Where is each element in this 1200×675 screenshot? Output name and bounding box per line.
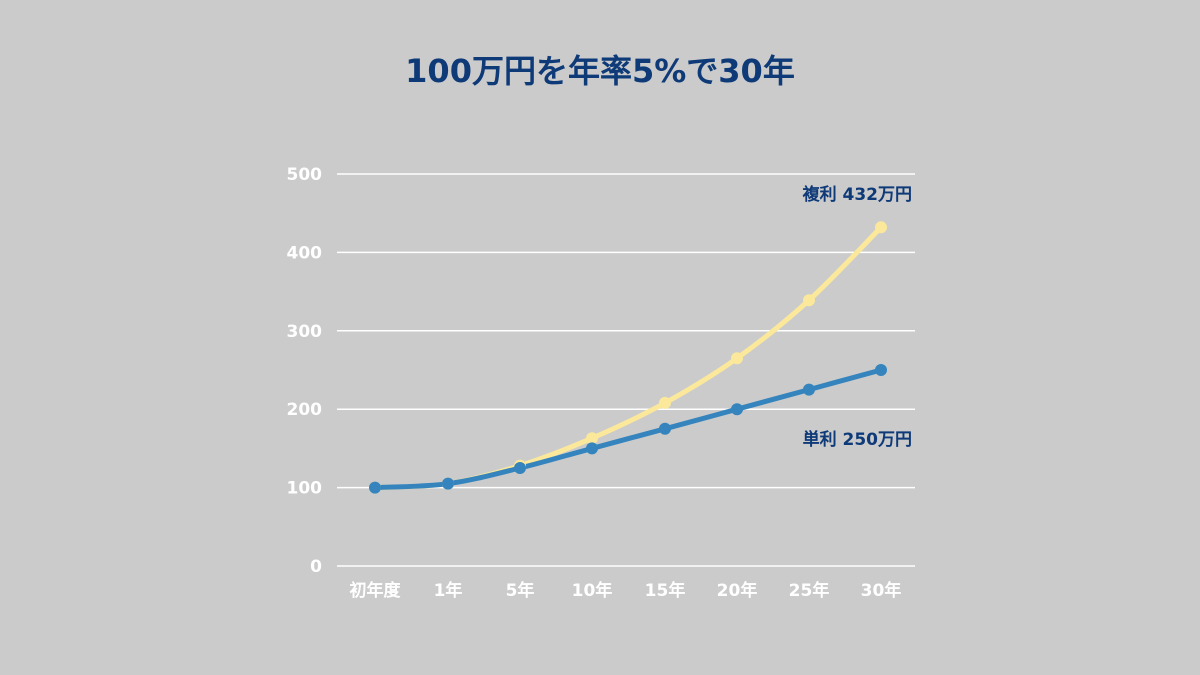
x-tick-label: 25年 (789, 580, 830, 601)
data-point (659, 422, 671, 435)
x-tick-label: 初年度 (350, 580, 402, 601)
data-point (586, 432, 598, 445)
series-annotation: 単利 250万円 (803, 429, 912, 450)
series-line-1 (372, 367, 884, 491)
data-point (586, 442, 598, 455)
y-tick-label: 0 (310, 557, 322, 577)
x-tick-label: 10年 (572, 580, 613, 601)
y-tick-label: 400 (287, 243, 323, 263)
x-tick-label: 5年 (506, 580, 535, 601)
data-point (875, 364, 887, 376)
data-point (803, 294, 815, 307)
data-point (369, 481, 381, 494)
y-tick-label: 500 (287, 165, 323, 185)
y-tick-label: 100 (287, 479, 323, 499)
data-point (731, 403, 743, 416)
x-tick-label: 30年 (861, 580, 902, 601)
series-points (369, 221, 887, 494)
y-axis-ticks: 0 100 200 300 400 500 (287, 165, 323, 577)
data-point (731, 352, 743, 365)
x-tick-label: 1年 (434, 580, 463, 601)
x-tick-label: 20年 (717, 580, 758, 601)
y-tick-label: 200 (287, 400, 323, 420)
series-annotation: 複利 432万円 (802, 184, 912, 205)
chart-title: 100万円を年率5%で30年 (405, 52, 795, 90)
gridlines (337, 173, 915, 567)
y-tick-label: 300 (287, 322, 323, 342)
x-axis-ticks: 初年度 1年 5年 10年 15年 20年 25年 30年 (350, 580, 902, 601)
data-point (875, 221, 887, 234)
data-point (659, 396, 671, 409)
data-point (803, 383, 815, 396)
data-point (514, 462, 526, 474)
data-point (442, 477, 454, 490)
x-tick-label: 15年 (645, 580, 686, 601)
